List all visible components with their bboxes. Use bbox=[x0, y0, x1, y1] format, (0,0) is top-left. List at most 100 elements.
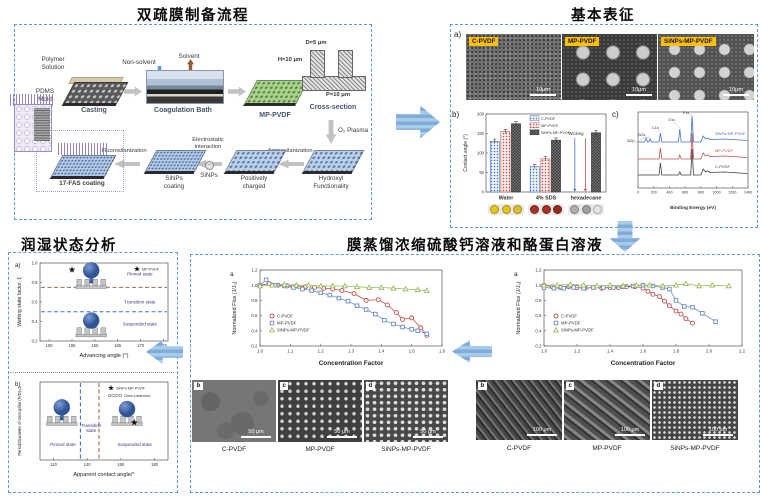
svg-text:2.0: 2.0 bbox=[706, 349, 713, 354]
svg-text:MP-PVDF: MP-PVDF bbox=[142, 268, 160, 272]
sem-caption: C-PVDF bbox=[506, 445, 532, 452]
svg-text:hexadecane: hexadecane bbox=[571, 196, 602, 202]
negative-charge-icon: − bbox=[205, 161, 214, 170]
hydroxyl-label: Hydroxyl Functionality bbox=[313, 175, 349, 190]
svg-text:0.4: 0.4 bbox=[32, 319, 38, 324]
pillar-diameter-dimension: D=5 μm bbox=[305, 40, 327, 46]
characterization-panel-box bbox=[450, 24, 758, 228]
droplet-icon bbox=[553, 205, 562, 214]
svg-text:Normalized Flux (J/J₀): Normalized Flux (J/J₀) bbox=[232, 281, 238, 334]
fluorosilane-chains-illustration bbox=[10, 94, 54, 106]
svg-text:1.4: 1.4 bbox=[378, 349, 385, 354]
svg-text:C-PVDF: C-PVDF bbox=[541, 117, 556, 121]
svg-text:1.6: 1.6 bbox=[439, 349, 446, 354]
svg-text:400: 400 bbox=[666, 191, 672, 195]
wetting-state-chart-b: 120 140 160 180 Pinned state Transition state S… bbox=[15, 381, 169, 478]
svg-text:Si2s: Si2s bbox=[638, 133, 645, 137]
svg-text:1.6: 1.6 bbox=[640, 349, 647, 354]
svg-text:1.2: 1.2 bbox=[251, 268, 258, 273]
panel-divider bbox=[10, 372, 174, 373]
svg-text:F1s: F1s bbox=[683, 111, 689, 115]
cross-section-base-illustration bbox=[302, 76, 366, 91]
pillar-period-dimension: P=10 μm bbox=[325, 92, 350, 98]
svg-text:175: 175 bbox=[160, 343, 168, 348]
scale-bar: 50 μm bbox=[241, 429, 271, 438]
svg-text:SiNPs-MP-PVDF: SiNPs-MP-PVDF bbox=[715, 131, 746, 136]
panel-letter-a: a) bbox=[454, 30, 462, 39]
svg-text:Concentration Factor: Concentration Factor bbox=[611, 360, 676, 367]
scale-bar: 10μm bbox=[626, 87, 652, 96]
svg-text:0.2: 0.2 bbox=[535, 344, 542, 349]
svg-text:1.4: 1.4 bbox=[607, 349, 614, 354]
cross-section-pillar-illustration bbox=[338, 50, 353, 78]
electrostatic-interaction-label: Electrostatic interaction bbox=[192, 137, 224, 150]
scale-bar: 100 μm bbox=[703, 427, 733, 436]
svg-text:Suspended state: Suspended state bbox=[117, 442, 152, 447]
svg-text:a: a bbox=[514, 271, 518, 278]
droplet-icon bbox=[501, 205, 511, 214]
scaled-sem-sinps-mp-pvdf: d 100 μm bbox=[652, 380, 738, 440]
svg-text:1.0: 1.0 bbox=[251, 283, 258, 288]
svg-text:Pinned state: Pinned state bbox=[50, 442, 76, 447]
svg-text:1.0: 1.0 bbox=[541, 349, 548, 354]
svg-text:Concentration Factor: Concentration Factor bbox=[319, 360, 384, 367]
svg-text:1000: 1000 bbox=[712, 191, 720, 195]
solvent-label: Solvent bbox=[178, 53, 200, 60]
svg-text:0.6: 0.6 bbox=[32, 300, 38, 305]
svg-text:150: 150 bbox=[477, 131, 485, 136]
svg-text:2.2: 2.2 bbox=[739, 349, 746, 354]
sem-letter: c bbox=[566, 382, 575, 390]
svg-text:160: 160 bbox=[117, 462, 125, 467]
sinps-molecular-zoom-illustration bbox=[14, 104, 52, 152]
svg-text:600: 600 bbox=[682, 191, 688, 195]
droplet-icon bbox=[530, 205, 539, 214]
svg-text:120: 120 bbox=[50, 462, 58, 467]
svg-text:0.8: 0.8 bbox=[32, 280, 38, 285]
svg-text:a): a) bbox=[15, 263, 20, 269]
scale-bar: 50 μm bbox=[413, 429, 443, 438]
aminosilanization-label: Aminosilanization bbox=[267, 148, 313, 154]
droplet-icon bbox=[541, 205, 551, 214]
scale-bar: 50 μm bbox=[327, 429, 357, 438]
svg-text:Normalized Flux (J/J₀): Normalized Flux (J/J₀) bbox=[516, 281, 522, 334]
svg-text:0.4: 0.4 bbox=[535, 328, 542, 333]
svg-text:Transition state: Transition state bbox=[124, 300, 156, 305]
svg-text:b): b) bbox=[15, 382, 20, 388]
sem-caption: SiNPs-MP-PVDF bbox=[381, 446, 431, 453]
svg-text:1.3: 1.3 bbox=[348, 349, 355, 354]
svg-text:1200: 1200 bbox=[728, 191, 736, 195]
sem-letter: b bbox=[194, 382, 203, 390]
svg-text:170: 170 bbox=[137, 343, 145, 348]
sem-image-mp-pvdf: MP-PVDF 10μm bbox=[562, 34, 657, 100]
svg-text:Advancing angle (°): Advancing angle (°) bbox=[80, 353, 129, 359]
svg-text:1.0: 1.0 bbox=[32, 261, 38, 266]
droplet-icon bbox=[490, 205, 499, 214]
solvent-arrow-icon bbox=[187, 59, 194, 70]
svg-text:1.0: 1.0 bbox=[535, 283, 542, 288]
flow-arrow-icon bbox=[228, 86, 246, 97]
mp-pvdf-label: MP-PVDF bbox=[259, 112, 291, 119]
xps-curve-MP-PVDF bbox=[638, 132, 748, 160]
svg-text:165: 165 bbox=[114, 343, 122, 348]
svg-text:Si2p: Si2p bbox=[627, 139, 635, 143]
svg-text:MP-PVDF: MP-PVDF bbox=[715, 148, 734, 153]
scale-bar: 10μm bbox=[530, 87, 556, 96]
svg-text:180: 180 bbox=[151, 462, 159, 467]
scale-bar: 100 μm bbox=[615, 427, 645, 436]
sem-caption: SiNPs-MP-PVDF bbox=[670, 445, 720, 452]
svg-text:200: 200 bbox=[651, 191, 657, 195]
svg-text:0.6: 0.6 bbox=[535, 313, 542, 318]
xps-curve-SiNPs-MP-PVDF bbox=[638, 115, 748, 143]
fouled-sem-mp-pvdf: c 50 μm bbox=[278, 380, 362, 442]
svg-text:SiNPs-MP-PVDF: SiNPs-MP-PVDF bbox=[561, 328, 594, 333]
svg-text:SiNPs-MP-PVDF: SiNPs-MP-PVDF bbox=[277, 328, 310, 333]
flux-chart-right: 1.0 1.2 1.4 1.6 1.8 2.0 2.2 0.2 0.4 0.6 0.8 1.0 1.2 C… bbox=[514, 268, 746, 367]
sem-image-sinps-mp-pvdf: SiNPs-MP-PVDF 10μm bbox=[658, 34, 754, 100]
sem-caption: MP-PVDF bbox=[305, 446, 335, 453]
flow-arrow-icon bbox=[114, 159, 140, 169]
droplet-icon bbox=[513, 205, 522, 214]
fouled-sem-sinps-mp-pvdf: d 50 μm bbox=[364, 380, 448, 442]
svg-text:C1s: C1s bbox=[652, 126, 659, 130]
svg-text:0: 0 bbox=[482, 190, 485, 195]
sem-chip-label: MP-PVDF bbox=[565, 37, 600, 46]
